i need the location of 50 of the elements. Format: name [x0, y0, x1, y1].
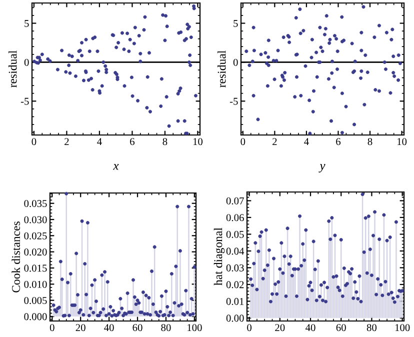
y-tick-label: 0.020	[24, 248, 47, 256]
y-axis-title: residual	[217, 50, 226, 88]
x-tick-label: 100	[395, 324, 410, 332]
x-tick-label: 0	[50, 324, 54, 332]
y-tick-label: 0	[233, 58, 238, 66]
x-axis-title: y	[318, 164, 326, 172]
x-tick-label: 40	[306, 324, 316, 332]
x-tick-label: 8	[368, 138, 372, 146]
y-tick-label: 0.010	[24, 280, 47, 288]
x-tick-label: 6	[336, 138, 341, 146]
y-tick-label: 5	[234, 20, 238, 27]
y-tick-label: -5	[20, 98, 29, 105]
y-tick-label: 0.025	[24, 232, 47, 240]
y-tick-label: 5	[24, 20, 29, 27]
y-tick-label: 0.005	[24, 297, 47, 304]
y-tick-label: 0.000	[24, 313, 47, 320]
y-tick-label: 0.030	[24, 216, 47, 224]
y-tick-label: 0.06	[226, 214, 244, 222]
y-axis-title: Cook distances	[12, 222, 20, 292]
x-tick-label: 2	[64, 138, 69, 146]
x-tick-label: 10	[193, 138, 203, 146]
x-tick-label: 80	[366, 324, 377, 332]
y-tick-label: 0	[24, 58, 29, 66]
x-tick-label: 80	[161, 324, 171, 332]
y-tick-label: 0.05	[226, 230, 244, 238]
x-tick-label: 20	[76, 324, 86, 332]
x-tick-label: 8	[162, 138, 168, 146]
y-tick-label: 0.02	[226, 281, 244, 288]
y-axis-title: residual	[8, 50, 17, 88]
y-tick-label: -5	[230, 98, 238, 105]
x-tick-label: 4	[304, 138, 309, 146]
x-tick-label: 60	[132, 324, 142, 332]
x-tick-label: 6	[130, 138, 135, 146]
x-tick-label: 60	[336, 324, 346, 332]
x-tick-label: 100	[188, 324, 202, 332]
y-tick-label: 0.07	[226, 197, 244, 204]
x-tick-label: 20	[275, 324, 285, 332]
y-tick-label: 0.04	[226, 248, 244, 255]
x-tick-label: 0	[247, 324, 252, 332]
x-tick-label: 40	[104, 324, 114, 332]
x-tick-label: 10	[397, 138, 407, 146]
y-tick-label: 0.01	[226, 298, 244, 305]
y-tick-label: 0.00	[226, 314, 244, 322]
y-tick-label: 0.015	[24, 264, 47, 272]
y-tick-label: 0.035	[24, 200, 47, 208]
x-tick-label: 4	[97, 138, 102, 146]
y-axis-title: hat diagonal	[214, 228, 225, 286]
x-axis-title: x	[113, 164, 119, 170]
y-tick-label: 0.03	[226, 264, 244, 272]
x-tick-label: 2	[272, 138, 277, 146]
